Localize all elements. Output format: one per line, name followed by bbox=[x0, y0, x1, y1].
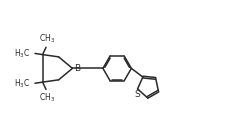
Text: H$_3$C: H$_3$C bbox=[14, 47, 30, 60]
Text: CH$_3$: CH$_3$ bbox=[39, 33, 55, 45]
Text: CH$_3$: CH$_3$ bbox=[39, 92, 55, 104]
Text: B: B bbox=[74, 64, 80, 73]
Text: H$_3$C: H$_3$C bbox=[14, 77, 30, 90]
Text: S: S bbox=[134, 90, 140, 99]
